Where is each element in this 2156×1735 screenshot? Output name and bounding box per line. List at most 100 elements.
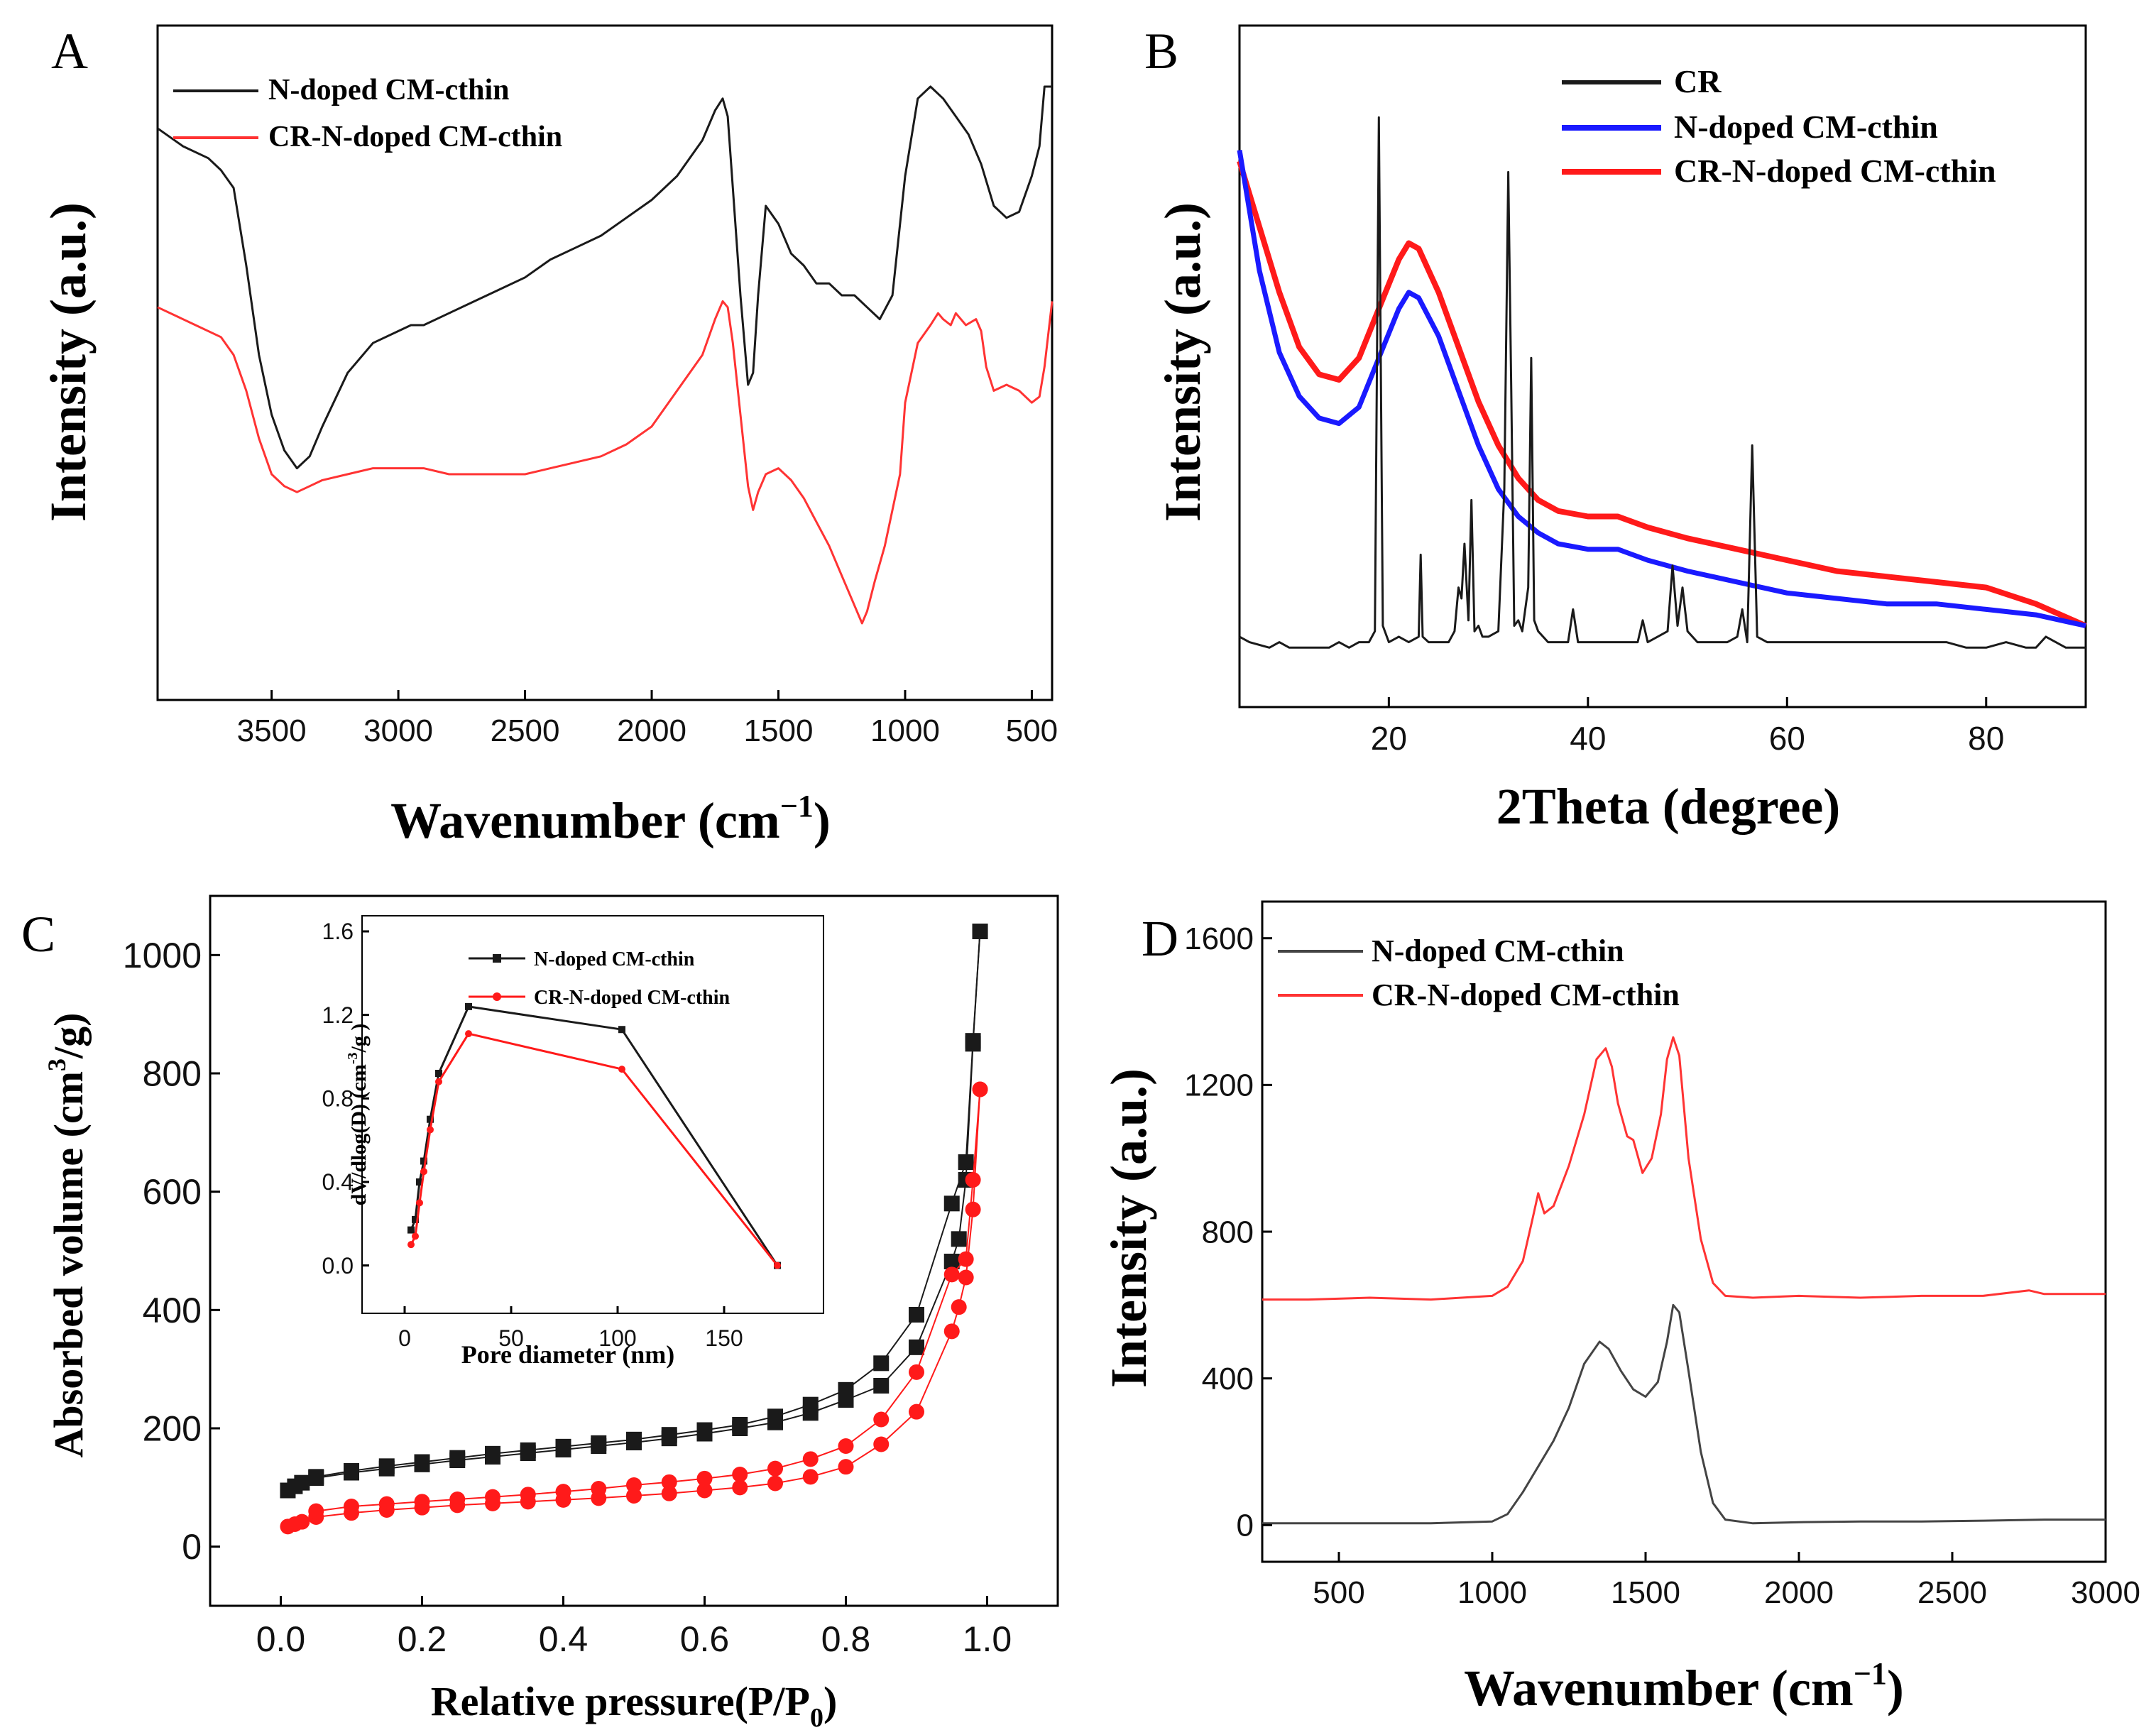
iso-cr-n-doped-des-point xyxy=(696,1470,713,1487)
iso-n-doped-des-point xyxy=(344,1463,359,1479)
iso-n-doped-ads-point xyxy=(943,1254,960,1269)
panel-b-x-tick-label: 20 xyxy=(1371,720,1407,757)
inset-legend-marker-n-doped xyxy=(493,954,501,963)
panel-d: D 500 1000 1500 2000 2500 3000 0 400 800 1200 160… xyxy=(1100,900,2140,1717)
panel-c-y-axis-title-tail: /g) xyxy=(45,1013,92,1059)
panel-b-x-axis-title: 2Theta (degree) xyxy=(1496,778,1841,835)
panel-d-y-tick-label: 1600 xyxy=(1184,921,1254,956)
panel-b-x-tick-label: 40 xyxy=(1570,720,1606,757)
inset-x-tick-label: 150 xyxy=(705,1325,743,1351)
iso-cr-n-doped-des-point xyxy=(555,1484,571,1500)
iso-n-doped-des-point xyxy=(873,1355,890,1372)
iso-cr-n-doped-des-point xyxy=(943,1266,960,1283)
iso-cr-n-doped-ads-point xyxy=(732,1479,748,1496)
iso-cr-n-doped-des-point xyxy=(958,1251,974,1267)
iso-n-doped-des-point xyxy=(958,1154,974,1170)
inset-line-cr-n-doped-point xyxy=(618,1066,625,1073)
panel-c-x-tick-label: 0.4 xyxy=(539,1619,589,1659)
panel-b-x-axis-title-text: 2Theta (degree) xyxy=(1496,778,1841,835)
iso-cr-n-doped-des-point xyxy=(344,1499,359,1514)
inset-line-n-doped-point xyxy=(416,1178,423,1186)
inset-y-tick-label: 0.0 xyxy=(322,1253,354,1279)
legend-label-n-doped: N-doped CM-cthin xyxy=(268,74,510,106)
iso-n-doped-des-point xyxy=(308,1469,324,1485)
panel-a-x-tick-label: 500 xyxy=(1006,713,1058,748)
panel-d-x-tick-label: 1000 xyxy=(1457,1575,1527,1610)
panel-a-x-axis-title-sup: −1 xyxy=(780,789,814,823)
iso-cr-n-doped-des-point xyxy=(414,1494,430,1510)
legend-label-n-doped-raman: N-doped CM-cthin xyxy=(1372,934,1624,968)
iso-cr-n-doped-des-point xyxy=(767,1460,783,1477)
inset-line-cr-n-doped-point xyxy=(420,1168,427,1176)
panel-c-x-axis-title-text: Relative pressure(P/P xyxy=(431,1678,810,1724)
iso-n-doped-des-point xyxy=(767,1408,783,1425)
panel-a-x-tick-label: 1000 xyxy=(870,713,940,748)
xrd-line-cr-n-doped xyxy=(1237,160,2087,629)
inset-x-axis-title: Pore diameter (nm) xyxy=(461,1340,675,1369)
panel-b: B 20 40 60 80 CR N-doped CM-cthin CR-N-dope… xyxy=(1144,23,2087,835)
panel-d-x-axis-title-sup: −1 xyxy=(1854,1656,1887,1691)
iso-n-doped-ads-point xyxy=(294,1474,310,1491)
inset-line-n-doped-point xyxy=(618,1026,625,1034)
inset-x-tick-label: 50 xyxy=(498,1325,524,1351)
panel-d-x-tick-label: 1500 xyxy=(1611,1575,1680,1610)
panel-a-x-tick-label: 3500 xyxy=(237,713,307,748)
panel-a-x-ticks: 3500 3000 2500 2000 1500 1000 500 xyxy=(237,690,1058,748)
iso-cr-n-doped-ads-point xyxy=(909,1403,924,1420)
iso-cr-n-doped-des-point xyxy=(308,1503,324,1519)
panel-b-letter: B xyxy=(1144,23,1178,80)
panel-d-x-tick-label: 3000 xyxy=(2071,1575,2140,1610)
panel-b-x-tick-label: 60 xyxy=(1769,720,1805,757)
legend-label-cr-n-doped: CR-N-doped CM-cthin xyxy=(268,121,562,153)
panel-c-y-tick-label: 800 xyxy=(143,1054,202,1094)
legend-label-n-doped-xrd: N-doped CM-cthin xyxy=(1674,109,1938,145)
iso-n-doped-des-point xyxy=(965,1033,981,1049)
panel-c-y-tick-label: 400 xyxy=(143,1291,202,1330)
iso-n-doped-des-point xyxy=(661,1427,677,1443)
iso-cr-n-doped-ads-point xyxy=(943,1323,960,1340)
panel-a-legend: N-doped CM-cthin CR-N-doped CM-cthin xyxy=(173,74,562,153)
panel-d-legend: N-doped CM-cthin CR-N-doped CM-cthin xyxy=(1278,934,1680,1012)
panel-d-y-tick-label: 0 xyxy=(1237,1509,1254,1543)
panel-d-x-ticks: 500 1000 1500 2000 2500 3000 xyxy=(1313,1552,2140,1610)
iso-n-doped-des-point xyxy=(972,924,988,939)
raman-line-cr-n-doped xyxy=(1262,1036,2106,1301)
inset-y-axis-title-sup: -3 xyxy=(345,1053,361,1065)
panel-d-plot-area xyxy=(1262,1036,2106,1525)
inset-legend-label-n-doped: N-doped CM-cthin xyxy=(534,948,695,970)
panel-a: A 3500 3000 2500 2000 1500 1000 500 N-doped CM… xyxy=(40,23,1058,849)
panel-c-x-tick-label: 0.0 xyxy=(256,1619,306,1659)
iso-cr-n-doped-ads-point xyxy=(873,1436,890,1452)
inset-line-cr-n-doped-point xyxy=(407,1241,415,1249)
iso-cr-n-doped-ads-point xyxy=(965,1201,981,1217)
panel-a-letter: A xyxy=(51,23,88,80)
inset-frame xyxy=(361,915,824,1314)
inset-y-axis-title-tail: /g ) xyxy=(347,1024,371,1053)
iso-cr-n-doped-des-point xyxy=(838,1438,854,1454)
panel-c-x-tick-label: 0.2 xyxy=(398,1619,447,1659)
panel-c-y-ticks: 0 200 400 600 800 1000 xyxy=(123,936,220,1567)
iso-cr-n-doped-des-point xyxy=(965,1172,981,1188)
panel-c-x-axis-title: Relative pressure(P/P0) xyxy=(431,1678,838,1733)
panel-c-x-axis-title-tail: ) xyxy=(823,1678,837,1724)
panel-d-y-tick-label: 1200 xyxy=(1184,1068,1254,1103)
panel-d-x-tick-label: 500 xyxy=(1313,1575,1364,1610)
iso-cr-n-doped-des-point xyxy=(873,1411,890,1428)
inset-line-n-doped-point xyxy=(435,1070,442,1077)
iso-cr-n-doped-ads-point xyxy=(838,1459,854,1475)
panel-d-x-axis-title-text: Wavenumber (cm xyxy=(1464,1660,1854,1717)
inset-legend-label-cr-n-doped: CR-N-doped CM-cthin xyxy=(534,987,730,1009)
panel-a-x-tick-label: 1500 xyxy=(744,713,814,748)
inset-x-ticks: 0 50 100 150 xyxy=(398,1306,743,1351)
panel-a-x-tick-label: 3000 xyxy=(363,713,433,748)
iso-n-doped-des-point xyxy=(555,1438,571,1455)
iso-n-doped-des-point xyxy=(943,1195,960,1212)
panel-c-x-tick-label: 1.0 xyxy=(963,1619,1012,1659)
panel-c-x-ticks: 0.0 0.2 0.4 0.6 0.8 1.0 xyxy=(256,1596,1012,1659)
ftir-line-cr-n-doped xyxy=(157,300,1054,625)
inset-y-tick-label: 1.6 xyxy=(322,919,354,944)
iso-n-doped-des-point xyxy=(802,1396,819,1413)
iso-cr-n-doped-ads-point xyxy=(958,1269,974,1286)
